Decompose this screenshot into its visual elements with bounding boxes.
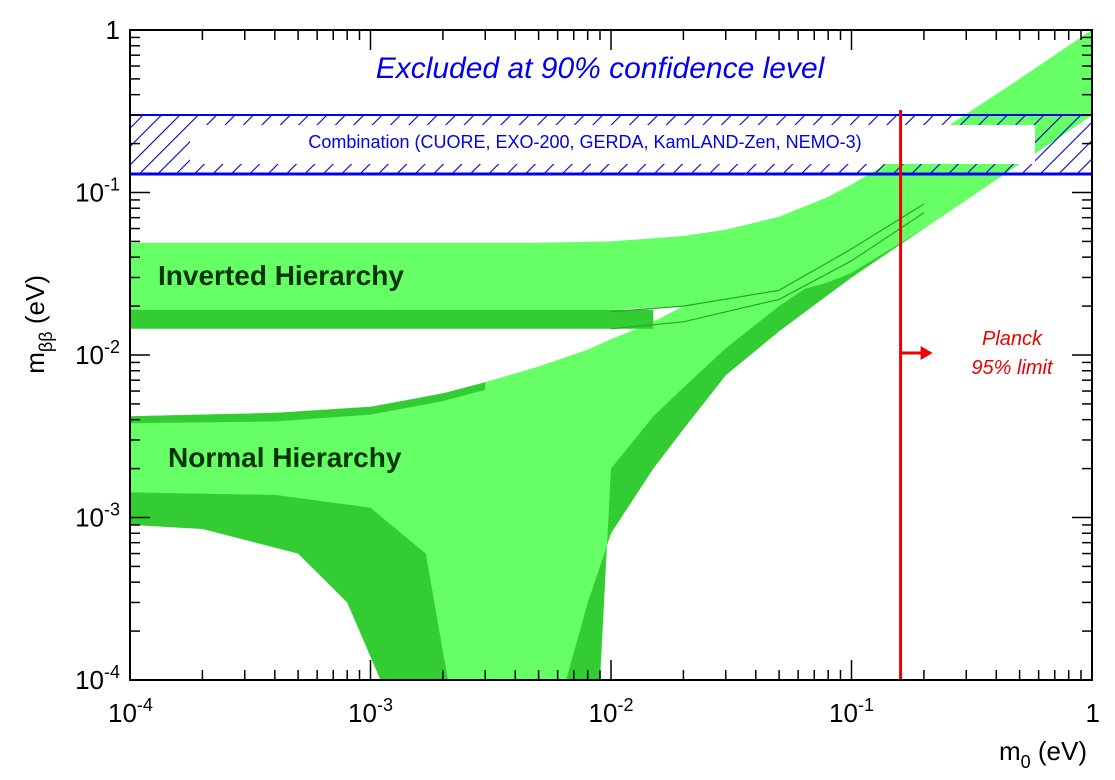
x-tick-label-exponent: -4 bbox=[137, 695, 153, 715]
y-tick-label-base: 10 bbox=[75, 665, 104, 695]
combination-label: Combination (CUORE, EXO-200, GERDA, KamL… bbox=[308, 132, 861, 152]
y-tick-label-base: 10 bbox=[75, 178, 104, 208]
y-tick-label: 10-4 bbox=[75, 662, 120, 695]
y-tick-label: 10-1 bbox=[75, 175, 120, 208]
inverted-hierarchy-band bbox=[130, 30, 1092, 310]
y-tick-label: 10-3 bbox=[75, 500, 120, 533]
x-tick-label-exponent: -3 bbox=[377, 695, 393, 715]
y-tick-label-exponent: -4 bbox=[104, 662, 120, 682]
exclusion-band bbox=[130, 113, 1092, 176]
x-tick-label-exponent: -2 bbox=[617, 695, 633, 715]
y-axis-title-unit: (eV) bbox=[20, 275, 50, 331]
planck-limit bbox=[899, 110, 933, 680]
y-tick-label: 1 bbox=[106, 15, 120, 45]
y-tick-label-base: 10 bbox=[75, 340, 104, 370]
y-tick-label-exponent: -2 bbox=[104, 337, 120, 357]
y-axis-title-main: m bbox=[20, 352, 50, 374]
band-boundary-curve bbox=[610, 212, 925, 330]
x-axis-title-main: m bbox=[999, 736, 1021, 766]
x-tick-label-base: 10 bbox=[348, 698, 377, 728]
x-tick-label-base: 1 bbox=[1086, 698, 1100, 728]
x-tick-label-base: 10 bbox=[829, 698, 858, 728]
y-tick-label-exponent: -3 bbox=[104, 500, 120, 520]
x-tick-label: 10-4 bbox=[108, 695, 153, 728]
x-axis-title: m0 (eV) bbox=[999, 736, 1087, 772]
x-tick-label: 1 bbox=[1086, 698, 1100, 728]
planck-label-line2: 95% limit bbox=[971, 357, 1054, 379]
y-tick-label-base: 10 bbox=[75, 503, 104, 533]
y-axis-title-sub: ββ bbox=[36, 331, 56, 352]
y-tick-label-base: 1 bbox=[106, 15, 120, 45]
excluded-label: Excluded at 90% confidence level bbox=[376, 52, 826, 85]
x-tick-label-base: 10 bbox=[589, 698, 618, 728]
planck-label-line1: Planck bbox=[982, 328, 1043, 350]
x-tick-label-base: 10 bbox=[108, 698, 137, 728]
x-axis-title-sub: 0 bbox=[1021, 752, 1031, 772]
planck-arrow-head bbox=[920, 346, 933, 360]
y-axis-ticks: 10-410-310-210-11 bbox=[75, 15, 1092, 695]
x-tick-label: 10-1 bbox=[829, 695, 874, 728]
y-tick-label-exponent: -1 bbox=[104, 175, 120, 195]
x-tick-label: 10-3 bbox=[348, 695, 393, 728]
mass-bands bbox=[130, 30, 1092, 680]
x-axis-title-unit: (eV) bbox=[1031, 736, 1087, 766]
combination-label-box bbox=[190, 124, 1035, 164]
band-boundary-curve bbox=[610, 203, 925, 313]
y-tick-label: 10-2 bbox=[75, 337, 120, 370]
x-tick-label: 10-2 bbox=[589, 695, 634, 728]
inverted-hierarchy-label: Inverted Hierarchy bbox=[158, 260, 404, 291]
normal-hierarchy-dark-top bbox=[130, 382, 486, 424]
y-axis-title: mββ (eV) bbox=[20, 275, 56, 374]
x-axis-ticks: 10-4 10-3 10-2 10-1 1 bbox=[108, 30, 1100, 728]
x-tick-label-exponent: -1 bbox=[858, 695, 874, 715]
normal-hierarchy-dark-left bbox=[130, 492, 448, 680]
normal-hierarchy-label: Normal Hierarchy bbox=[168, 442, 402, 473]
inverted-hierarchy-dark-band bbox=[130, 309, 654, 329]
